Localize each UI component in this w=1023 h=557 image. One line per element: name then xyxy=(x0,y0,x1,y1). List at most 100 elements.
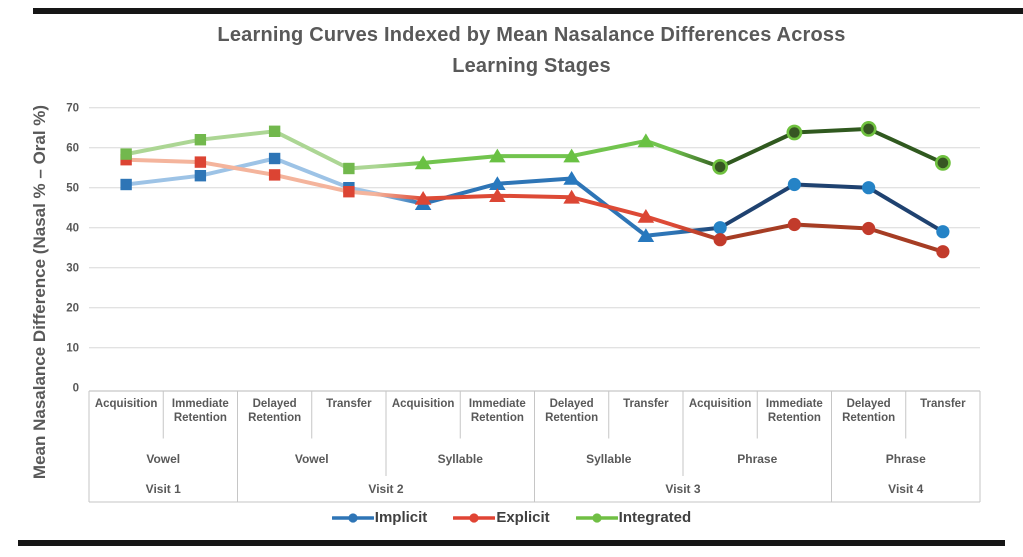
legend-marker-icon xyxy=(331,512,374,523)
data-point-triangle xyxy=(489,188,506,202)
series-segment xyxy=(866,126,945,165)
data-point-triangle xyxy=(414,191,432,205)
series-segment xyxy=(272,129,351,171)
data-point-triangle xyxy=(489,176,506,190)
series-explicit xyxy=(120,154,950,259)
unit-label: Vowel xyxy=(146,452,180,466)
series-segment xyxy=(866,185,945,234)
data-point-circle xyxy=(713,233,727,247)
series-segment xyxy=(421,154,500,165)
data-point-circle xyxy=(862,181,876,195)
series-integrated xyxy=(120,120,951,175)
legend-label: Implicit xyxy=(374,509,428,526)
stage-label: Delayed Retention xyxy=(842,398,895,424)
y-tick-label: 50 xyxy=(66,183,79,195)
series-segment xyxy=(198,129,277,142)
bottom-border-rule xyxy=(18,540,1005,546)
top-border-rule xyxy=(33,8,1023,14)
stage-label: Immediate Retention xyxy=(172,398,229,424)
y-tick-label: 40 xyxy=(66,223,79,235)
y-axis-title: Mean Nasalance Difference (Nasal % – Ora… xyxy=(30,105,49,479)
series-segment xyxy=(124,157,203,165)
series-segment xyxy=(792,222,871,231)
legend-item-implicit: Implicit xyxy=(331,509,428,526)
series-segment xyxy=(792,182,871,190)
series-segment xyxy=(124,137,203,157)
data-point-circle xyxy=(936,245,950,259)
data-point-circle xyxy=(862,221,876,236)
data-point-circle xyxy=(787,217,801,232)
data-point-square xyxy=(120,148,132,160)
stage-label: Delayed Retention xyxy=(545,398,598,424)
series-segment xyxy=(421,181,500,206)
legend-item-explicit: Explicit xyxy=(453,509,550,526)
y-tick-label: 10 xyxy=(66,343,79,355)
series-segment xyxy=(421,193,500,201)
legend-item-integrated: Integrated xyxy=(575,509,692,526)
y-tick-label: 60 xyxy=(66,143,79,155)
series-segment xyxy=(718,222,797,242)
legend-marker-icon xyxy=(453,512,496,523)
series-segment xyxy=(643,214,723,242)
unit-label: Phrase xyxy=(737,452,777,466)
data-point-square xyxy=(343,186,355,198)
visit-label: Visit 3 xyxy=(665,482,700,496)
data-point-square xyxy=(194,134,207,146)
data-point-square xyxy=(268,125,281,137)
series-segment xyxy=(866,226,945,254)
data-point-square xyxy=(268,152,281,165)
series-segment xyxy=(346,160,426,171)
y-tick-label: 70 xyxy=(66,103,79,115)
series-segment xyxy=(643,225,723,238)
data-point-triangle xyxy=(563,148,580,163)
series-segment xyxy=(346,189,426,201)
visit-label: Visit 2 xyxy=(368,482,403,496)
visit-label: Visit 1 xyxy=(146,482,181,496)
data-point-circle xyxy=(934,154,951,171)
unit-label: Phrase xyxy=(886,452,926,466)
stage-label: Acquisition xyxy=(689,398,752,410)
legend-label: Integrated xyxy=(618,509,692,526)
stage-label: Acquisition xyxy=(95,398,158,410)
series-segment xyxy=(718,130,797,169)
data-point-square xyxy=(194,156,207,168)
data-point-circle xyxy=(787,177,801,192)
chart-title-line1: Learning Curves Indexed by Mean Nasalanc… xyxy=(217,24,846,46)
series-segment xyxy=(718,182,797,230)
data-point-square xyxy=(343,162,355,175)
series-segment xyxy=(792,126,871,135)
chart-title: Learning Curves Indexed by Mean Nasalanc… xyxy=(40,20,1023,82)
unit-label: Syllable xyxy=(586,452,632,466)
data-point-circle xyxy=(860,120,877,137)
data-point-circle xyxy=(786,124,803,141)
unit-label: Vowel xyxy=(295,452,329,466)
chart-title-line2: Learning Stages xyxy=(452,55,611,77)
data-point-triangle xyxy=(563,171,580,185)
series-segment xyxy=(569,138,648,159)
data-point-square xyxy=(268,169,281,181)
series-segment xyxy=(124,173,203,187)
data-point-circle xyxy=(713,221,727,235)
stage-label: Delayed Retention xyxy=(248,398,301,424)
data-point-triangle xyxy=(637,133,655,148)
series-segment xyxy=(643,138,723,169)
stage-label: Acquisition xyxy=(392,398,455,410)
visit-label: Visit 4 xyxy=(888,482,923,496)
series-segment xyxy=(272,156,351,190)
series-segment xyxy=(569,195,648,219)
series-segment xyxy=(272,172,351,194)
unit-label: Syllable xyxy=(438,452,484,466)
stage-label: Transfer xyxy=(920,398,966,410)
data-point-square xyxy=(120,178,132,191)
data-point-triangle xyxy=(637,228,655,242)
series-segment xyxy=(495,176,574,186)
series-segment xyxy=(198,160,277,177)
data-point-triangle xyxy=(563,189,580,204)
stage-label: Transfer xyxy=(326,398,372,410)
data-point-circle xyxy=(712,158,729,175)
legend-label: Explicit xyxy=(496,509,550,526)
y-tick-label: 30 xyxy=(66,263,79,275)
y-tick-label: 0 xyxy=(73,383,79,395)
